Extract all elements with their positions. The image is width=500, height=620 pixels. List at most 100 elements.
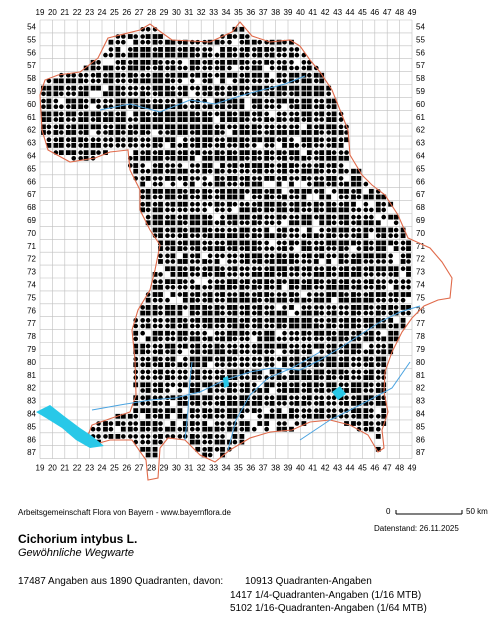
occurrence-square (368, 266, 374, 272)
occurrence-square (195, 356, 201, 362)
occurrence-square (257, 111, 263, 117)
occurrence-square (257, 65, 263, 71)
occurrence-dot (140, 163, 145, 168)
occurrence-dot (165, 297, 170, 303)
x-axis-label: 31 (184, 8, 193, 17)
y-axis-label: 86 (416, 435, 425, 444)
y-axis-label: 58 (27, 74, 36, 83)
occurrence-square (276, 85, 282, 91)
occurrence-dot (227, 220, 232, 226)
occurrence-square (381, 413, 387, 419)
occurrence-square (244, 305, 250, 310)
occurrence-dot (344, 150, 349, 155)
occurrence-dot (251, 279, 257, 284)
occurrence-dot (289, 297, 294, 303)
occurrence-dot (369, 246, 374, 251)
occurrence-dot (189, 104, 195, 109)
occurrence-dot (145, 369, 151, 375)
occurrence-square (294, 117, 300, 122)
occurrence-dot (227, 259, 232, 264)
occurrence-dot (177, 426, 183, 432)
occurrence-dot (381, 284, 387, 290)
occurrence-dot (108, 52, 114, 58)
occurrence-square (257, 72, 263, 78)
occurrence-square (145, 194, 151, 200)
occurrence-dot (301, 349, 307, 355)
occurrence-square (375, 201, 381, 207)
occurrence-square (165, 408, 170, 414)
occurrence-dot (46, 124, 52, 130)
occurrence-dot (294, 143, 300, 148)
occurrence-square (127, 72, 133, 78)
occurrence-square (170, 91, 176, 97)
occurrence-square (207, 382, 213, 388)
occurrence-square (195, 150, 201, 156)
occurrence-dot (133, 413, 139, 419)
y-axis-label: 65 (27, 164, 36, 173)
occurrence-square (331, 181, 337, 187)
occurrence-square (363, 297, 369, 303)
occurrence-dot (400, 297, 406, 303)
occurrence-dot (78, 143, 83, 148)
occurrence-dot (264, 305, 269, 310)
occurrence-square (257, 279, 263, 285)
occurrence-dot (232, 34, 238, 39)
occurrence-square (158, 214, 163, 220)
occurrence-square (368, 253, 374, 259)
occurrence-dot (363, 310, 369, 316)
occurrence-square (207, 446, 213, 452)
occurrence-square (170, 176, 176, 181)
occurrence-square (269, 188, 275, 194)
occurrence-square (363, 421, 369, 426)
occurrence-dot (140, 395, 145, 401)
occurrence-dot (189, 150, 195, 155)
occurrence-dot (202, 266, 207, 272)
occurrence-square (344, 137, 349, 143)
river-isar (227, 351, 321, 451)
occurrence-square (227, 98, 232, 104)
occurrence-dot (59, 111, 64, 117)
occurrence-dot (388, 253, 393, 259)
occurrence-dot (282, 349, 287, 355)
occurrence-square (140, 111, 146, 117)
occurrence-square (301, 369, 307, 375)
occurrence-dot (326, 369, 331, 375)
occurrence-dot (207, 189, 213, 194)
occurrence-square (257, 214, 263, 220)
occurrence-square (375, 240, 381, 246)
occurrence-dot (220, 408, 225, 413)
occurrence-dot (375, 233, 381, 238)
occurrence-dot (301, 233, 307, 238)
occurrence-dot (227, 253, 232, 259)
occurrence-dot (177, 323, 183, 329)
occurrence-dot (195, 111, 201, 117)
occurrence-dot (195, 91, 201, 97)
occurrence-dot (276, 78, 282, 84)
occurrence-square (282, 259, 287, 264)
occurrence-square (306, 279, 312, 285)
occurrence-dot (294, 47, 300, 52)
occurrence-square (220, 271, 225, 277)
occurrence-square (232, 85, 238, 91)
occurrence-square (331, 207, 337, 213)
occurrence-square (306, 111, 312, 117)
occurrence-square (227, 356, 232, 362)
occurrence-square (326, 297, 332, 303)
occurrence-dot (183, 284, 188, 290)
occurrence-square (257, 343, 263, 349)
occurrence-dot (170, 284, 176, 290)
occurrence-dot (170, 434, 176, 439)
occurrence-dot (301, 279, 307, 284)
occurrence-dot (214, 401, 220, 406)
occurrence-square (227, 155, 232, 161)
occurrence-square (388, 240, 394, 246)
occurrence-square (227, 400, 232, 406)
scale-start-label: 0 (386, 507, 391, 516)
occurrence-square (220, 284, 225, 290)
x-axis-label: 21 (60, 8, 69, 17)
occurrence-square (78, 98, 84, 104)
occurrence-dot (214, 137, 220, 143)
occurrence-dot (239, 266, 245, 272)
occurrence-dot (133, 323, 139, 329)
occurrence-square (351, 400, 356, 406)
